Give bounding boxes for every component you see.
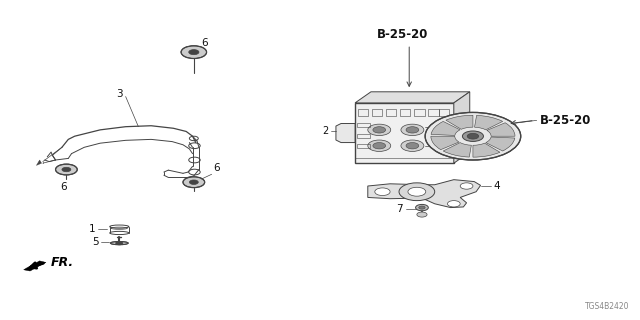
Polygon shape bbox=[336, 124, 355, 142]
Text: 6: 6 bbox=[202, 38, 208, 48]
Wedge shape bbox=[431, 121, 460, 135]
Wedge shape bbox=[486, 137, 515, 151]
Text: 1: 1 bbox=[89, 224, 96, 234]
Bar bbox=[357, 143, 370, 148]
Circle shape bbox=[373, 142, 386, 149]
Circle shape bbox=[467, 133, 479, 139]
Polygon shape bbox=[24, 261, 46, 271]
Wedge shape bbox=[443, 143, 471, 157]
Wedge shape bbox=[474, 115, 502, 130]
Circle shape bbox=[401, 140, 424, 151]
Bar bbox=[355, 103, 454, 163]
Bar bbox=[414, 109, 424, 116]
Circle shape bbox=[375, 188, 390, 196]
Bar bbox=[358, 109, 369, 116]
Text: 6: 6 bbox=[213, 163, 220, 173]
Circle shape bbox=[189, 180, 198, 184]
Text: FR.: FR. bbox=[51, 256, 74, 269]
Circle shape bbox=[181, 46, 207, 59]
Bar bbox=[439, 109, 449, 116]
Text: B-25-20: B-25-20 bbox=[540, 114, 591, 127]
Circle shape bbox=[463, 131, 483, 141]
Bar bbox=[428, 109, 438, 116]
Circle shape bbox=[460, 183, 473, 189]
Circle shape bbox=[447, 201, 460, 207]
Polygon shape bbox=[355, 92, 470, 103]
Circle shape bbox=[115, 241, 123, 245]
Wedge shape bbox=[431, 136, 459, 150]
Bar bbox=[372, 109, 383, 116]
Text: 5: 5 bbox=[92, 237, 99, 247]
Circle shape bbox=[368, 124, 391, 136]
Bar bbox=[387, 109, 396, 116]
Text: 4: 4 bbox=[493, 181, 500, 191]
Circle shape bbox=[56, 164, 77, 175]
Circle shape bbox=[401, 124, 424, 136]
Wedge shape bbox=[446, 115, 473, 129]
Text: 3: 3 bbox=[116, 89, 122, 99]
Wedge shape bbox=[487, 123, 515, 136]
Polygon shape bbox=[454, 92, 470, 163]
Circle shape bbox=[406, 142, 419, 149]
Circle shape bbox=[62, 167, 71, 172]
Circle shape bbox=[415, 204, 428, 211]
Bar bbox=[400, 109, 410, 116]
Text: 7: 7 bbox=[396, 204, 403, 214]
Wedge shape bbox=[473, 143, 500, 157]
Circle shape bbox=[408, 187, 426, 196]
Circle shape bbox=[183, 177, 205, 188]
Bar bbox=[357, 123, 370, 127]
Circle shape bbox=[425, 112, 521, 160]
Circle shape bbox=[373, 127, 386, 133]
Text: B-25-20: B-25-20 bbox=[377, 28, 429, 41]
Polygon shape bbox=[36, 160, 42, 165]
Text: TGS4B2420: TGS4B2420 bbox=[584, 302, 629, 311]
Text: 2: 2 bbox=[322, 126, 328, 136]
Ellipse shape bbox=[110, 242, 128, 245]
Circle shape bbox=[189, 50, 199, 55]
Circle shape bbox=[406, 127, 419, 133]
Circle shape bbox=[368, 140, 391, 151]
Circle shape bbox=[399, 183, 435, 201]
Circle shape bbox=[419, 206, 425, 209]
Circle shape bbox=[417, 212, 427, 217]
Text: 6: 6 bbox=[60, 181, 67, 192]
Polygon shape bbox=[368, 180, 481, 208]
Bar bbox=[357, 134, 370, 139]
